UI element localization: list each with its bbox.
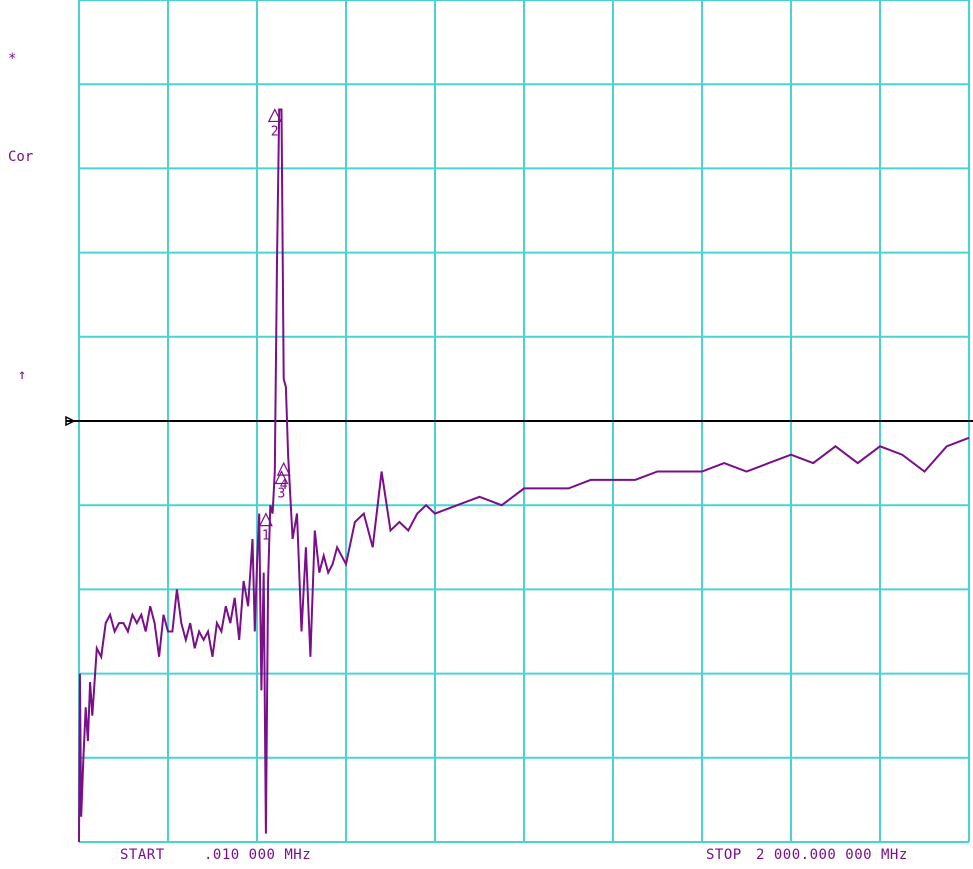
- marker-label: 4: [280, 478, 288, 493]
- correction-indicator: Cor: [8, 149, 34, 165]
- star-indicator: *: [8, 51, 17, 67]
- marker-triangle: [267, 108, 282, 123]
- stop-frequency-value: 2 000.000 000 MHz: [756, 847, 908, 863]
- marker-label: 3: [277, 487, 285, 502]
- reference-level-pointer: [65, 415, 76, 427]
- marker-4: 4: [276, 461, 291, 493]
- graticule-grid: [78, 0, 970, 843]
- measurement-trace: [78, 108, 970, 843]
- marker-label: 1: [262, 529, 270, 544]
- marker-triangle: [258, 512, 273, 527]
- marker-1: 1: [258, 512, 273, 544]
- start-frequency-label: START: [120, 847, 165, 863]
- start-frequency-value: .010 000 MHz: [204, 847, 312, 863]
- reference-arrow-indicator: ↑: [18, 367, 27, 383]
- marker-2: 2: [267, 108, 282, 139]
- marker-label: 2: [271, 124, 279, 139]
- marker-triangle: [276, 461, 291, 476]
- trace-markers: 1 2 34: [258, 108, 291, 544]
- stop-frequency-label: STOP: [706, 847, 742, 863]
- marker-triangle: [274, 470, 289, 485]
- marker-3: 3: [274, 470, 289, 502]
